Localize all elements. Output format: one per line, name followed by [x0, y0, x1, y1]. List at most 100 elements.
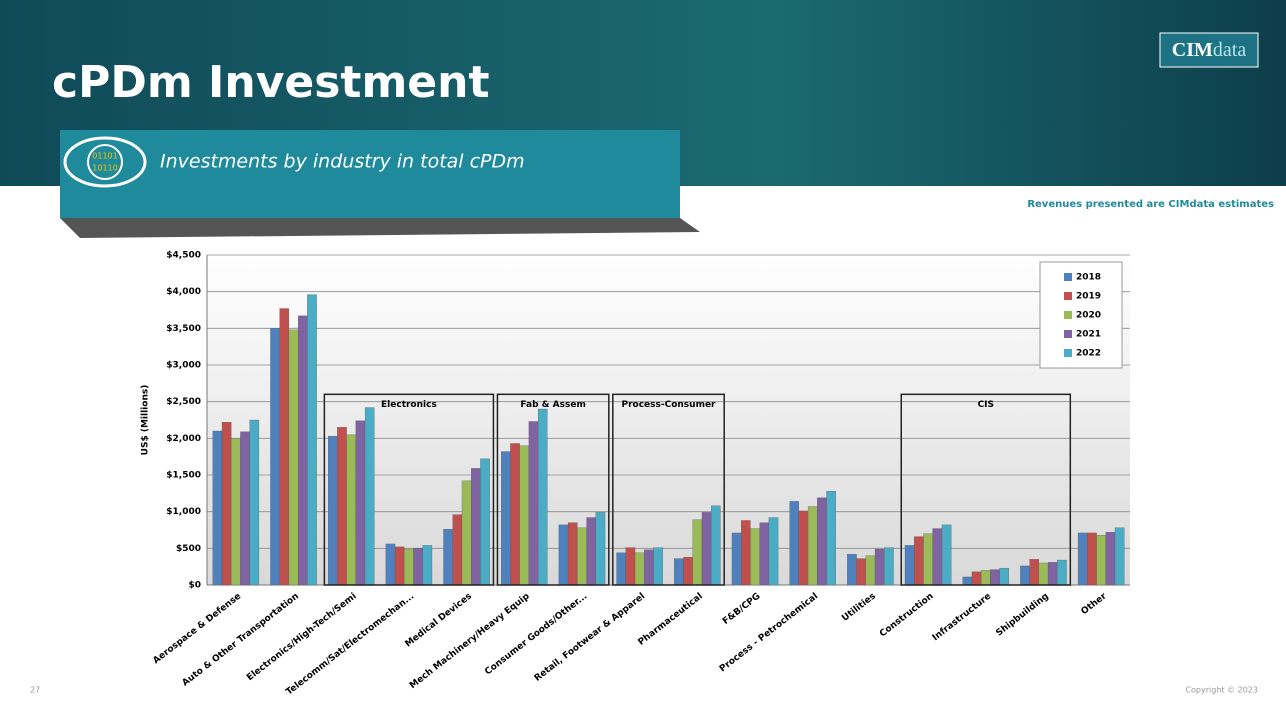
- bar: [963, 577, 972, 585]
- bar: [529, 421, 538, 585]
- legend-swatch: [1064, 273, 1072, 281]
- bar: [1000, 568, 1009, 585]
- bar: [480, 459, 489, 585]
- legend-swatch: [1064, 292, 1072, 300]
- y-axis-label: US$ (Millions): [141, 385, 151, 456]
- page: cPDm Investment CIMdata 01101 10110 Inve…: [0, 0, 1286, 721]
- bar: [732, 533, 741, 585]
- bar: [847, 554, 856, 585]
- legend-label: 2021: [1076, 330, 1101, 340]
- group-label: CIS: [978, 400, 994, 410]
- group-label: Process-Consumer: [622, 400, 717, 410]
- note: Revenues presented are CIMdata estimates: [1027, 199, 1274, 210]
- group-label: Fab & Assem: [520, 400, 585, 410]
- bar: [827, 491, 836, 585]
- bar: [270, 328, 279, 585]
- bar: [568, 523, 577, 585]
- bar: [769, 518, 778, 585]
- bar: [471, 468, 480, 585]
- legend-label: 2019: [1076, 292, 1101, 302]
- group-label: Electronics: [381, 400, 437, 410]
- bar: [577, 528, 586, 585]
- bar: [1020, 566, 1029, 585]
- bar: [1115, 528, 1124, 585]
- bar: [213, 431, 222, 585]
- bar: [817, 498, 826, 585]
- bar: [1097, 535, 1106, 585]
- subtitle-box: [60, 130, 680, 218]
- y-tick-label: $4,000: [166, 287, 201, 297]
- bar: [750, 529, 759, 585]
- bar: [587, 518, 596, 585]
- bar: [635, 553, 644, 585]
- y-tick-label: $2,000: [166, 434, 201, 444]
- bar: [990, 570, 999, 585]
- bar: [404, 549, 413, 585]
- bar: [617, 553, 626, 585]
- slide: cPDm Investment CIMdata 01101 10110 Inve…: [0, 0, 1286, 721]
- bar: [1106, 532, 1115, 585]
- y-tick-label: $0: [188, 581, 201, 591]
- bar: [875, 549, 884, 585]
- bar: [808, 507, 817, 585]
- logo-accent: data: [1213, 39, 1246, 61]
- bar: [510, 443, 519, 585]
- bar: [414, 548, 423, 585]
- legend-swatch: [1064, 311, 1072, 319]
- bar: [356, 421, 365, 585]
- subtitle: Investments by industry in total cPDm: [160, 151, 525, 173]
- bar: [1087, 533, 1096, 585]
- bar: [626, 548, 635, 585]
- bar: [444, 529, 453, 585]
- bar: [240, 432, 249, 585]
- bar: [857, 559, 866, 585]
- bar: [933, 529, 942, 585]
- legend-swatch: [1064, 330, 1072, 338]
- bar: [250, 420, 259, 585]
- bar: [1048, 562, 1057, 585]
- bar: [289, 330, 298, 585]
- bar: [866, 556, 875, 585]
- y-tick-label: $1,500: [166, 471, 201, 481]
- bar: [741, 520, 750, 585]
- bar: [884, 548, 893, 585]
- logo-main: CIM: [1172, 39, 1213, 61]
- bar: [760, 523, 769, 585]
- bar: [328, 436, 337, 585]
- bar: [520, 446, 529, 585]
- y-tick-label: $4,500: [166, 251, 201, 261]
- y-tick-label: $1,000: [166, 507, 201, 517]
- bar: [790, 501, 799, 585]
- bar: [1039, 563, 1048, 585]
- legend-label: 2022: [1076, 349, 1101, 359]
- bar: [365, 408, 374, 585]
- bar: [942, 525, 951, 585]
- bar: [337, 427, 346, 585]
- bar: [981, 570, 990, 585]
- bar: [347, 435, 356, 585]
- y-tick-label: $3,500: [166, 324, 201, 334]
- bar: [972, 572, 981, 585]
- badge-line: 10110: [92, 164, 117, 173]
- bar: [222, 422, 231, 585]
- copyright: Copyright © 2023: [1185, 686, 1258, 695]
- legend-swatch: [1064, 349, 1072, 357]
- bar: [693, 520, 702, 585]
- bar: [538, 409, 547, 585]
- bar: [596, 512, 605, 585]
- bar: [395, 547, 404, 585]
- bar: [559, 525, 568, 585]
- bar: [674, 559, 683, 585]
- legend-label: 2018: [1076, 273, 1101, 283]
- y-tick-label: $3,000: [166, 361, 201, 371]
- logo: CIMdata: [1172, 39, 1247, 61]
- page-number: 27: [30, 686, 40, 695]
- bar: [501, 452, 510, 585]
- bar: [307, 295, 316, 585]
- bar: [654, 548, 663, 585]
- bar: [453, 515, 462, 585]
- bar: [280, 309, 289, 585]
- bar: [799, 511, 808, 585]
- bar: [298, 316, 307, 585]
- bar: [462, 481, 471, 585]
